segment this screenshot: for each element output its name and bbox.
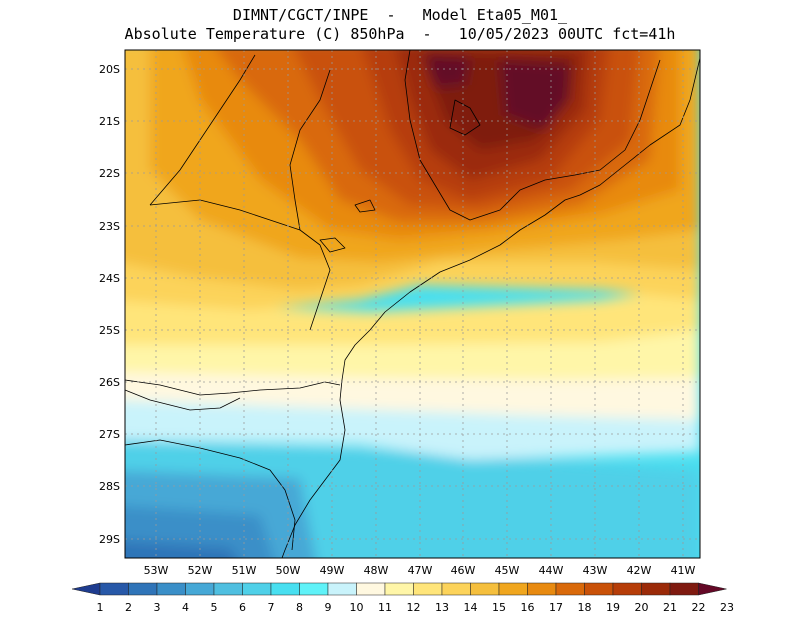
colorbar-label: 7: [268, 601, 275, 614]
colorbar-swatch: [327, 582, 357, 596]
lon-label: 44W: [539, 564, 564, 577]
lon-label: 48W: [364, 564, 389, 577]
colorbar-swatch: [555, 582, 585, 596]
colorbar-label: 9: [325, 601, 332, 614]
colorbar-swatch: [71, 582, 101, 596]
lon-label: 53W: [144, 564, 169, 577]
colorbar-label: 1: [97, 601, 104, 614]
lon-label: 41W: [671, 564, 696, 577]
colorbar-swatch: [413, 582, 443, 596]
lon-label: 50W: [276, 564, 301, 577]
colorbar-swatch: [156, 582, 186, 596]
colorbar-label: 12: [407, 601, 421, 614]
colorbar-label: 14: [464, 601, 478, 614]
lon-label: 42W: [627, 564, 652, 577]
chart-title-line-2: Absolute Temperature (C) 850hPa - 10/05/…: [124, 25, 676, 43]
colorbar-label: 2: [125, 601, 132, 614]
colorbar-swatch: [612, 582, 642, 596]
colorbar-swatch: [99, 582, 129, 596]
chart-title-line-1: DIMNT/CGCT/INPE - Model Eta05_M01_: [232, 6, 568, 24]
lat-label: 28S: [99, 480, 120, 493]
colorbar-swatch: [584, 582, 614, 596]
colorbar-swatch: [356, 582, 386, 596]
lat-label: 25S: [99, 324, 120, 337]
colorbar-swatch: [641, 582, 671, 596]
lat-label: 29S: [99, 533, 120, 546]
colorbar-label: 18: [578, 601, 592, 614]
lat-axis: 20S 21S 22S 23S 24S 25S 26S 27S 28S 29S: [99, 63, 120, 546]
colorbar-swatch: [185, 582, 215, 596]
colorbar-swatch: [128, 582, 158, 596]
colorbar-swatch: [242, 582, 272, 596]
lat-label: 21S: [99, 115, 120, 128]
lat-label: 27S: [99, 428, 120, 441]
colorbar-label: 11: [378, 601, 392, 614]
colorbar-swatch: [527, 582, 557, 596]
lat-lon-gridlines: [125, 50, 700, 558]
map-frame: [124, 49, 701, 559]
colorbar-swatch: [270, 582, 300, 596]
lon-label: 46W: [451, 564, 476, 577]
colorbar-label: 23: [720, 601, 734, 614]
colorbar-label: 17: [549, 601, 563, 614]
lat-label: 26S: [99, 376, 120, 389]
colorbar-label: 3: [154, 601, 161, 614]
colorbar-label: 22: [692, 601, 706, 614]
colorbar-swatch: [299, 582, 329, 596]
colorbar-label: 20: [635, 601, 649, 614]
colorbar-label: 16: [521, 601, 535, 614]
colorbar-label: 15: [492, 601, 506, 614]
lat-label: 22S: [99, 167, 120, 180]
colorbar-label: 19: [606, 601, 620, 614]
lon-label: 49W: [320, 564, 345, 577]
lon-axis: 53W 52W 51W 50W 49W 48W 47W 46W 45W 44W …: [144, 564, 696, 577]
lon-label: 47W: [408, 564, 433, 577]
colorbar-label: 13: [435, 601, 449, 614]
lat-label: 23S: [99, 220, 120, 233]
coastline-and-borders: [125, 50, 700, 558]
colorbar: 1 2 3 4 5 6 7 8 9 10 11 12 13 14 15 16 17 18 19 20 21 22 23: [71, 582, 734, 614]
colorbar-swatch: [384, 582, 414, 596]
colorbar-swatch: [441, 582, 471, 596]
lon-label: 43W: [583, 564, 608, 577]
lon-label: 45W: [495, 564, 520, 577]
colorbar-label: 8: [296, 601, 303, 614]
lat-label: 24S: [99, 272, 120, 285]
temperature-field: [125, 50, 700, 558]
colorbar-label: 5: [211, 601, 218, 614]
colorbar-swatch: [498, 582, 528, 596]
lat-label: 20S: [99, 63, 120, 76]
colorbar-swatch: [698, 582, 727, 596]
lon-label: 51W: [232, 564, 257, 577]
colorbar-swatch: [213, 582, 243, 596]
colorbar-swatch: [669, 582, 699, 596]
lon-label: 52W: [188, 564, 213, 577]
colorbar-label: 10: [350, 601, 364, 614]
colorbar-swatch: [470, 582, 500, 596]
colorbar-label: 4: [182, 601, 189, 614]
colorbar-label: 6: [239, 601, 246, 614]
colorbar-label: 21: [663, 601, 677, 614]
